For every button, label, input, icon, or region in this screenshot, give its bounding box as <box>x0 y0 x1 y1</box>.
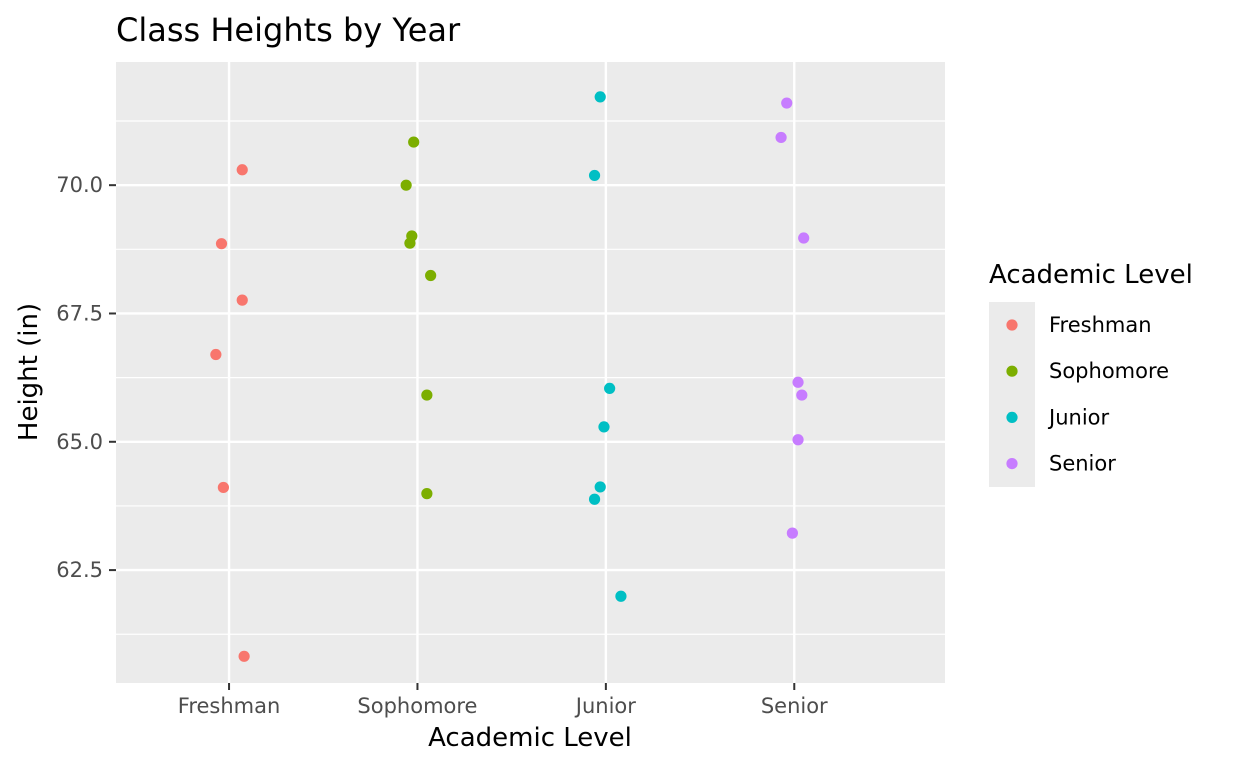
legend-items: Freshman Sophomore Junior Senior <box>1006 313 1169 476</box>
data-point <box>798 232 810 244</box>
data-point <box>421 389 433 401</box>
x-tick-label: Senior <box>761 694 828 718</box>
legend-title: Academic Level <box>989 260 1193 290</box>
y-tick-label: 67.5 <box>56 301 103 325</box>
y-axis-title: Height (in) <box>14 303 44 441</box>
data-point <box>238 650 250 662</box>
data-point <box>210 348 222 361</box>
data-point <box>615 590 627 602</box>
legend-key <box>1006 365 1018 377</box>
y-tick-label: 65.0 <box>56 430 103 454</box>
x-axis-title: Academic Level <box>428 723 632 753</box>
data-point <box>796 389 808 401</box>
data-point <box>236 294 248 306</box>
x-tick-label: Junior <box>574 694 636 718</box>
data-point <box>792 434 804 446</box>
data-point <box>408 136 420 148</box>
data-point <box>594 91 606 103</box>
y-axis: 62.5 65.0 67.5 70.0 <box>56 173 116 582</box>
legend: Academic Level Freshman Sophomore Junior Se… <box>989 260 1193 487</box>
x-tick-label: Freshman <box>178 694 281 718</box>
legend-key-background <box>989 302 1035 487</box>
data-point <box>588 493 601 505</box>
x-axis: Freshman Sophomore Junior Senior <box>178 683 828 718</box>
data-point <box>588 169 601 182</box>
data-point <box>594 481 606 493</box>
data-point <box>215 238 228 250</box>
legend-label: Sophomore <box>1049 359 1169 383</box>
data-point <box>781 97 793 109</box>
data-point <box>598 421 610 433</box>
grid-major <box>116 62 945 683</box>
data-point <box>786 527 798 539</box>
legend-label: Freshman <box>1049 313 1152 337</box>
data-point <box>792 376 804 388</box>
chart-title: Class Heights by Year <box>116 11 461 49</box>
y-tick-label: 70.0 <box>56 173 103 197</box>
legend-label: Junior <box>1047 405 1109 429</box>
legend-key <box>1006 319 1018 331</box>
legend-key <box>1006 458 1018 470</box>
data-point <box>425 269 437 282</box>
data-point <box>775 131 787 144</box>
legend-key <box>1006 411 1018 423</box>
data-point <box>400 179 412 191</box>
data-point <box>604 382 616 395</box>
y-tick-label: 62.5 <box>56 558 103 582</box>
data-points <box>210 91 810 662</box>
plot-panel <box>116 62 945 683</box>
x-tick-label: Sophomore <box>357 694 477 718</box>
data-point <box>217 481 229 494</box>
data-point <box>421 488 433 500</box>
legend-label: Senior <box>1049 452 1116 476</box>
grid-minor <box>116 120 945 635</box>
data-point <box>404 237 416 249</box>
data-point <box>236 164 248 176</box>
